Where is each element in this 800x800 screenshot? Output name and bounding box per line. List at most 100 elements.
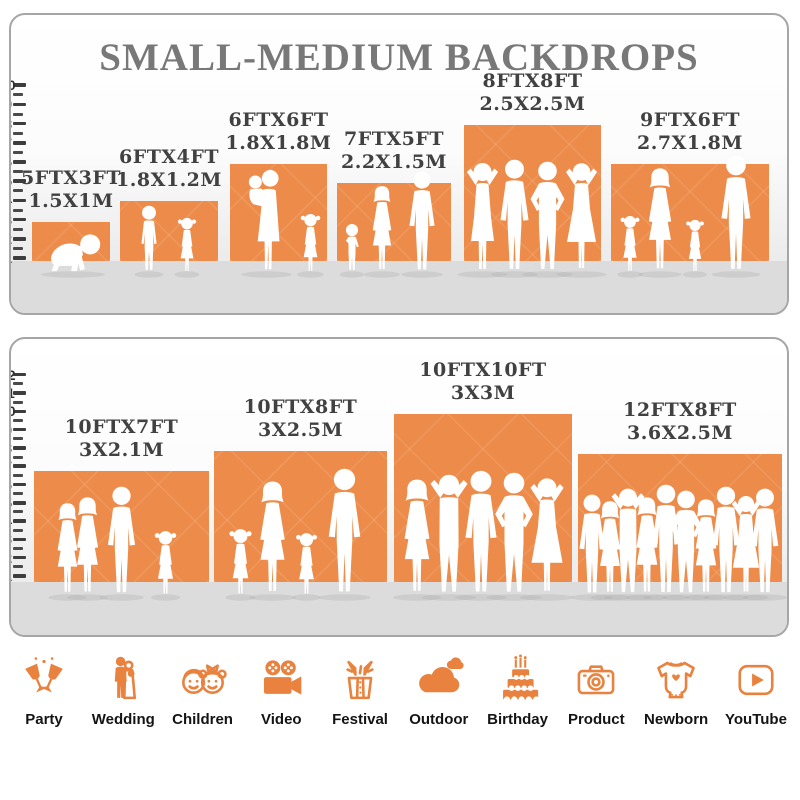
ruler-number: 7 xyxy=(11,458,12,474)
floor xyxy=(11,582,787,635)
backdrop-bar xyxy=(611,164,769,261)
ruler-tick xyxy=(13,256,26,260)
backdrop-size-label: 7FTX5FT 2.2X1.5M xyxy=(341,128,447,174)
ruler-tick xyxy=(13,179,26,183)
category-item-birthday: Birthday xyxy=(487,654,549,728)
ruler-tick xyxy=(13,160,26,164)
ruler-tick xyxy=(13,121,26,126)
backdrop-bar xyxy=(34,471,209,582)
backdrop-size-label: 12FTX8FT 3.6X2.5M xyxy=(623,399,737,445)
ruler-half-tick xyxy=(13,246,23,250)
backdrop-size-label: 5FTX3FT 1.5X1M xyxy=(21,167,121,213)
ruler-half-tick xyxy=(13,418,23,422)
ruler-half-tick xyxy=(13,382,23,386)
size-feet: 10FTX8FT xyxy=(243,396,358,418)
backdrop-bar xyxy=(230,164,327,261)
size-meters: 2.5X2.5M xyxy=(479,93,586,115)
ruler-tick xyxy=(13,427,26,432)
ruler-half-tick xyxy=(13,208,23,212)
ruler-half-tick xyxy=(13,93,23,97)
backdrop-size-label: 6FTX6FT 1.8X1.8M xyxy=(226,109,332,155)
ruler-half-tick xyxy=(13,528,23,532)
ruler-tick xyxy=(13,409,26,414)
backdrop-bar xyxy=(32,222,110,261)
ruler-tick xyxy=(13,102,26,107)
category-label: Newborn xyxy=(644,711,709,728)
size-meters: 1.5X1M xyxy=(28,190,114,212)
size-feet: 6FTX4FT xyxy=(119,146,219,168)
ruler-half-tick xyxy=(13,473,23,477)
ruler-half-tick xyxy=(13,510,23,514)
size-feet: 7FTX5FT xyxy=(344,128,444,150)
ruler-number: 4 xyxy=(11,192,12,208)
page-title: SMALL-MEDIUM BACKDROPS xyxy=(99,36,699,79)
ruler-tick xyxy=(13,237,26,241)
backdrop-bar xyxy=(578,454,782,582)
ruler-number: 2 xyxy=(11,231,12,247)
size-feet: 10FTX10FT xyxy=(419,359,547,381)
ruler-number: 4 xyxy=(11,513,12,529)
ruler-number: 5 xyxy=(11,495,12,511)
ruler-number: 8 xyxy=(11,440,12,456)
category-label: Wedding xyxy=(91,711,155,728)
ruler-number: 9 xyxy=(11,422,12,438)
ruler-number: 11 xyxy=(11,385,15,401)
ruler-half-tick xyxy=(13,189,23,193)
ruler-tick xyxy=(13,141,26,145)
ruler-number: 8 xyxy=(11,116,12,132)
ruler-number: 6 xyxy=(11,477,12,493)
ruler-half-tick xyxy=(13,547,23,551)
ruler-number: 3 xyxy=(11,212,12,228)
ruler-half-tick xyxy=(13,437,23,441)
backdrop-size-label: 10FTX7FT 3X2.1M xyxy=(65,416,179,462)
category-item-product: Product xyxy=(565,654,627,728)
floor xyxy=(11,261,787,313)
category-row: Party Wedding Children Video Festival Outdoor… xyxy=(0,654,800,728)
ruler-number: 1 xyxy=(11,250,12,266)
ruler-half-tick xyxy=(13,455,23,459)
backdrop-size-label: 6FTX4FT 1.8X1.2M xyxy=(116,146,222,192)
ruler-half-tick xyxy=(13,170,23,174)
ruler-tick xyxy=(13,464,26,468)
ruler-number: 9 xyxy=(11,96,12,112)
size-feet: 9FTX6FT xyxy=(640,109,740,131)
category-item-newborn: Newborn xyxy=(644,654,708,728)
backdrop-size-label: 10FTX10FT 3X3M xyxy=(419,359,546,405)
ruler-number: 1 xyxy=(11,568,12,584)
category-item-outdoor: Outdoor xyxy=(408,654,470,728)
ruler-tick xyxy=(13,555,26,560)
category-label: YouTube xyxy=(725,711,787,728)
backdrop-chart-panel-medium: 12345678910111210FTX7FT3X2.1M10FTX8FT3X2… xyxy=(9,337,789,637)
category-item-festival: Festival xyxy=(329,654,391,728)
category-item-children: Children xyxy=(172,654,234,728)
ruler-number: 7 xyxy=(11,135,12,151)
category-label: Festival xyxy=(332,711,388,728)
wedding-icon xyxy=(97,654,149,706)
ruler-half-tick xyxy=(13,492,23,496)
ruler-half-tick xyxy=(13,565,23,569)
festival-icon xyxy=(334,654,386,706)
category-label: Children xyxy=(172,711,233,728)
ruler-tick xyxy=(13,537,26,542)
size-meters: 3X2.1M xyxy=(78,439,165,461)
birthday-icon xyxy=(492,654,544,706)
size-feet: 6FTX6FT xyxy=(228,109,329,131)
category-item-video: Video xyxy=(250,654,312,728)
size-meters: 2.2X1.5M xyxy=(341,151,447,173)
backdrop-size-label: 9FTX6FT 2.7X1.8M xyxy=(637,109,743,155)
size-feet: 8FTX8FT xyxy=(482,70,583,92)
category-label: Birthday xyxy=(487,711,548,728)
product-icon xyxy=(570,654,622,706)
backdrop-bar xyxy=(394,414,572,582)
backdrop-chart-panel-small: SMALL-MEDIUM BACKDROPS 1 2 3 4 5 6 7 8 9 10 5FTX3F… xyxy=(9,13,789,315)
ruler-tick xyxy=(13,574,26,578)
ruler-half-tick xyxy=(13,400,23,404)
ruler-tick xyxy=(13,446,26,450)
size-feet: 10FTX7FT xyxy=(64,416,179,438)
ruler-half-tick xyxy=(13,131,23,135)
ruler-tick xyxy=(13,83,26,87)
backdrop-bar xyxy=(337,183,451,261)
category-label: Outdoor xyxy=(409,711,469,728)
ruler-number: 3 xyxy=(11,531,12,547)
